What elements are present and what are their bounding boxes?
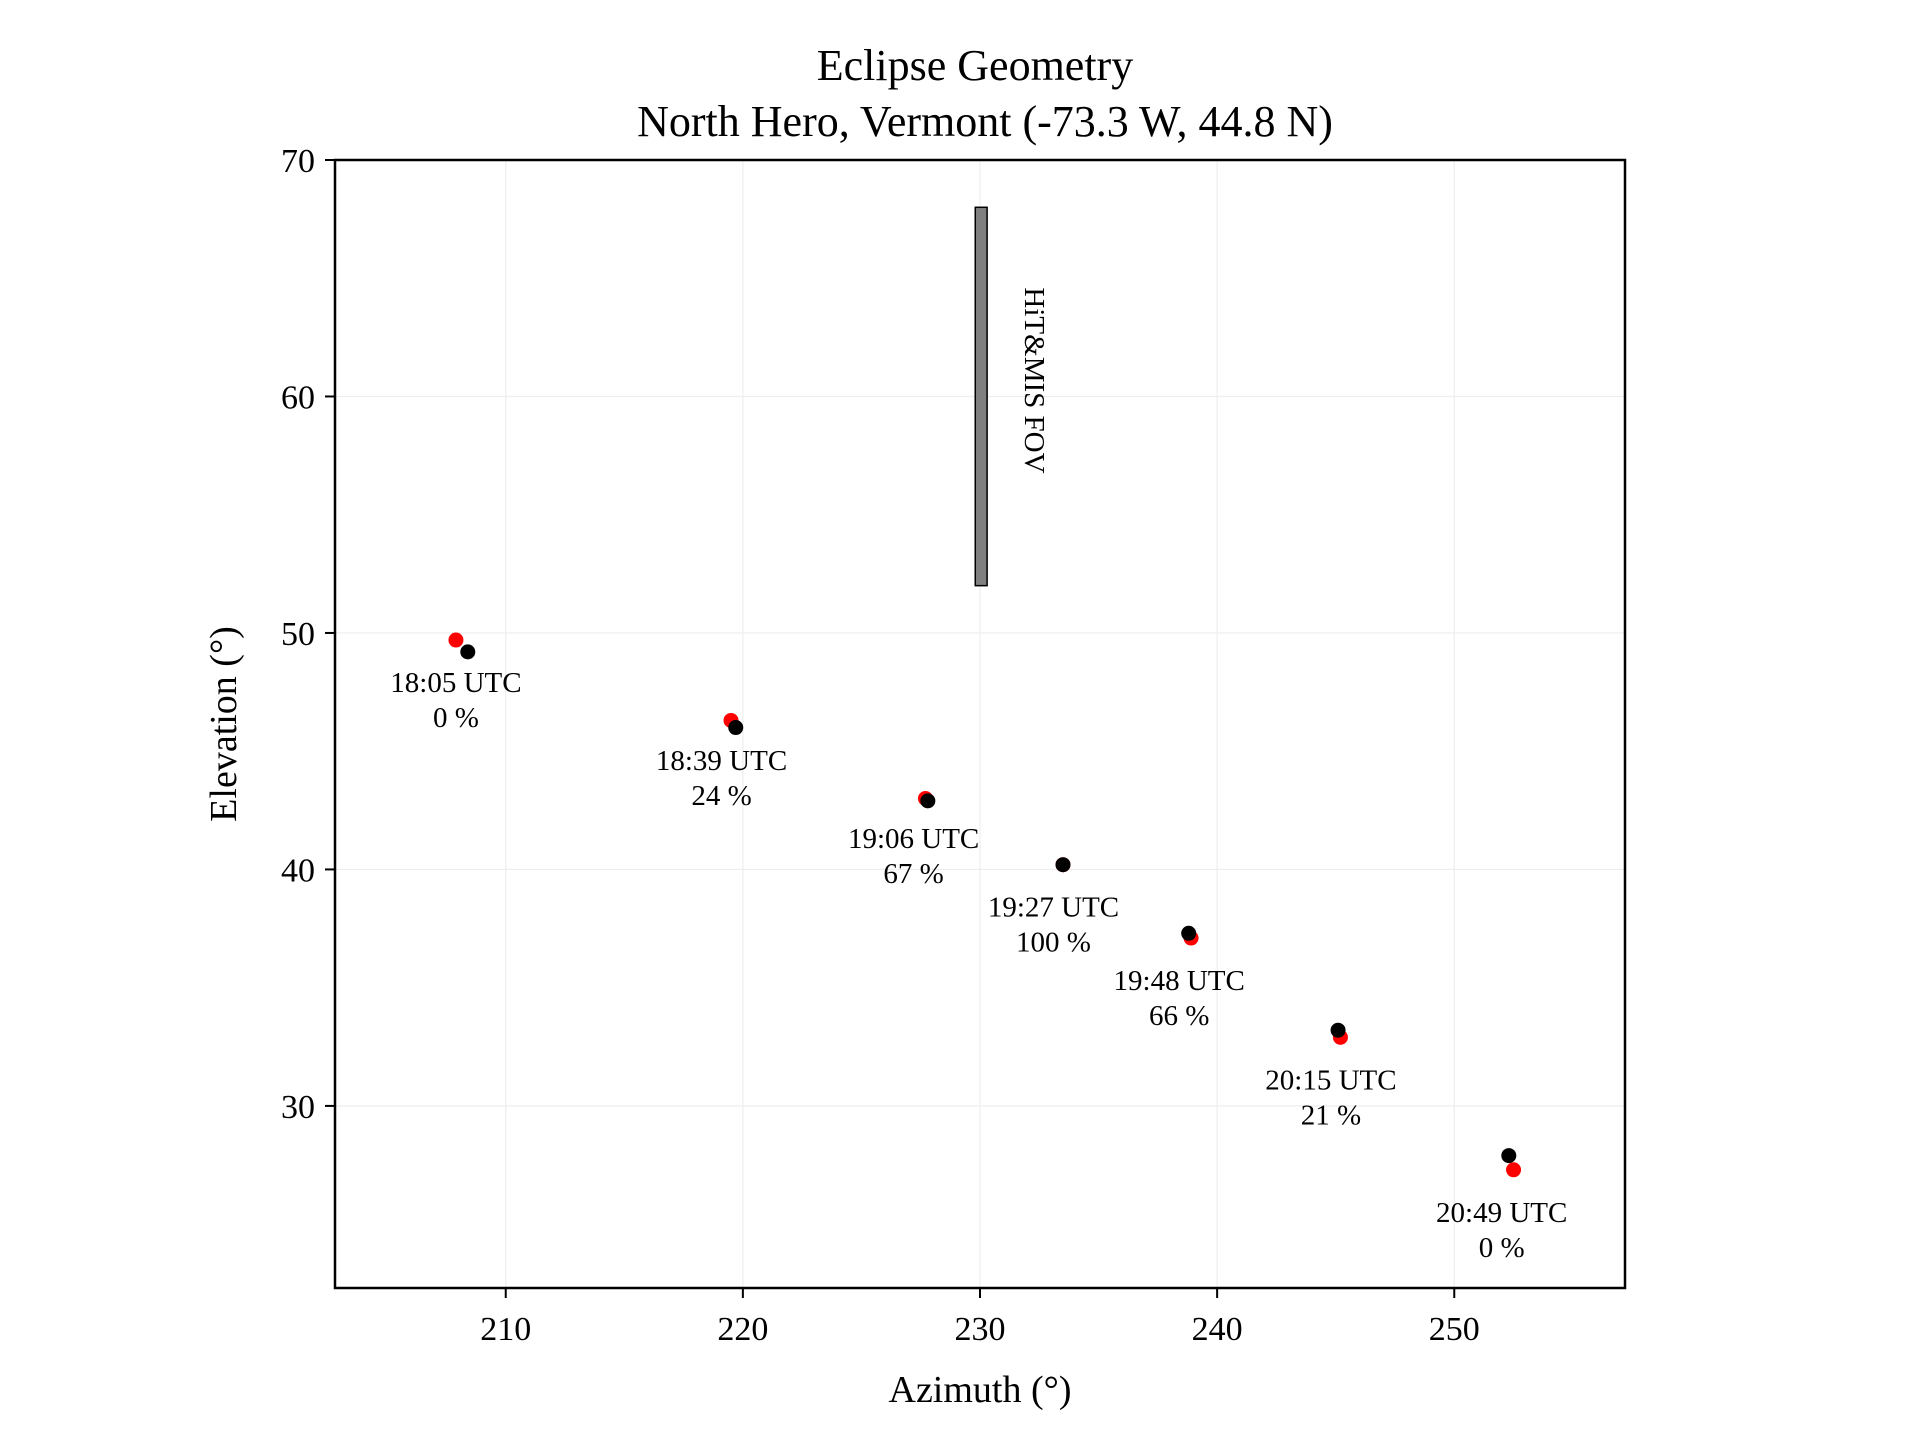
x-tick-label: 250 <box>1429 1311 1480 1348</box>
x-axis-label: Azimuth (°) <box>889 1369 1072 1411</box>
black-point <box>1330 1022 1346 1038</box>
annotation-percent: 0 % <box>433 702 479 734</box>
black-point <box>728 720 744 736</box>
x-tick-label: 220 <box>717 1311 768 1348</box>
y-axis-ticks: 30 40 50 60 70 <box>281 143 335 1126</box>
annotation-percent: 21 % <box>1301 1099 1361 1131</box>
x-tick-label: 210 <box>480 1311 531 1348</box>
chart-title: Eclipse Geometry <box>817 41 1133 90</box>
y-tick-label: 40 <box>281 852 315 889</box>
annotation-percent: 0 % <box>1479 1232 1525 1264</box>
black-point <box>1501 1148 1517 1164</box>
annotation-time: 19:06 UTC <box>848 823 979 855</box>
black-point <box>1181 925 1197 941</box>
annotation-time: 20:49 UTC <box>1436 1197 1567 1229</box>
fov-label: HiT&MIS FOV <box>1018 287 1050 473</box>
annotation-time: 18:05 UTC <box>390 667 521 699</box>
y-tick-label: 30 <box>281 1089 315 1126</box>
x-tick-label: 230 <box>955 1311 1006 1348</box>
black-point <box>460 644 476 660</box>
data-points <box>448 632 1522 1178</box>
annotation-time: 18:39 UTC <box>656 745 787 777</box>
red-point <box>1506 1162 1522 1178</box>
annotation-percent: 100 % <box>1016 927 1091 959</box>
y-tick-label: 70 <box>281 143 315 180</box>
annotation-time: 20:15 UTC <box>1265 1064 1396 1096</box>
chart-subtitle: North Hero, Vermont (-73.3 W, 44.8 N) <box>637 97 1333 146</box>
red-point <box>448 632 464 648</box>
annotation-time: 19:27 UTC <box>988 892 1119 924</box>
annotation-percent: 67 % <box>883 858 943 890</box>
annotation-time: 19:48 UTC <box>1114 965 1245 997</box>
annotation-percent: 24 % <box>691 780 751 812</box>
x-axis-ticks: 210 220 230 240 250 <box>480 1288 1480 1348</box>
annotation-percent: 66 % <box>1149 1000 1209 1032</box>
black-point <box>920 793 936 809</box>
y-tick-label: 60 <box>281 379 315 416</box>
fov-bar <box>974 206 988 587</box>
x-tick-label: 240 <box>1192 1311 1243 1348</box>
black-point <box>1055 857 1071 873</box>
y-axis-label: Elevation (°) <box>203 626 245 822</box>
fov-group: HiT&MIS FOV <box>974 206 1050 587</box>
y-tick-label: 50 <box>281 616 315 653</box>
